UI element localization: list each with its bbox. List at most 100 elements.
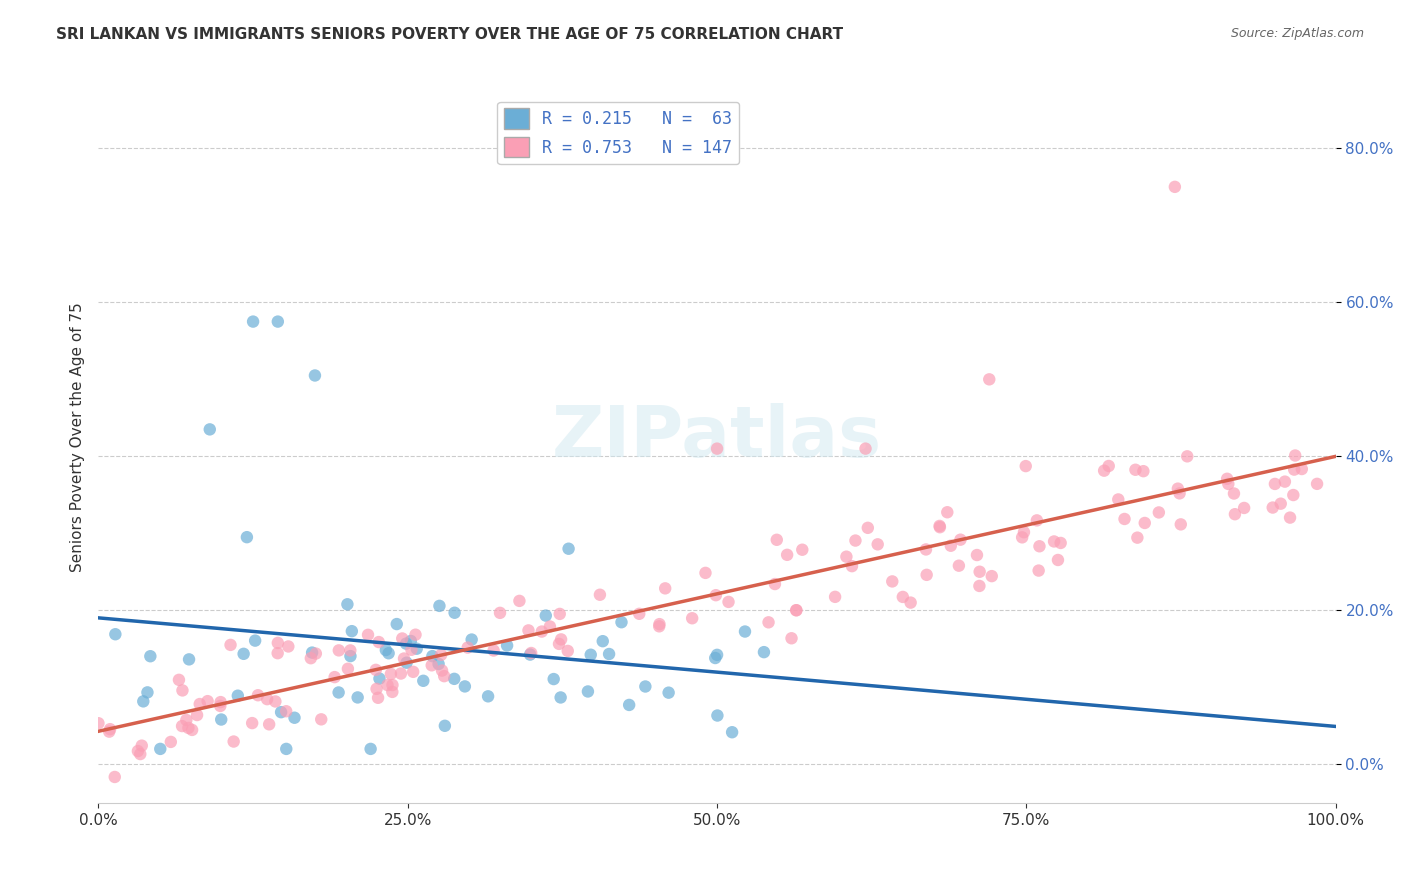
Legend: R = 0.215   N =  63, R = 0.753   N = 147: R = 0.215 N = 63, R = 0.753 N = 147 [498,102,740,164]
Immigrants [170,719,193,733]
Immigrants [928,520,950,534]
Sri Lankans [139,649,162,664]
Sri Lankans [242,315,264,329]
Sri Lankans [534,608,557,623]
Sri Lankans [395,637,418,651]
Immigrants [792,542,814,557]
Immigrants [980,569,1002,583]
Immigrants [1233,500,1256,515]
Immigrants [246,688,269,702]
Immigrants [430,648,453,662]
Immigrants [1264,477,1286,491]
Text: ZIPatlas: ZIPatlas [553,402,882,472]
Sri Lankans [374,643,396,657]
Immigrants [391,632,413,646]
Immigrants [367,635,389,649]
Immigrants [305,647,328,661]
Immigrants [167,673,190,687]
Sri Lankans [283,711,305,725]
Immigrants [482,643,505,657]
Sri Lankans [592,634,614,648]
Immigrants [181,723,204,737]
Immigrants [380,667,402,681]
Immigrants [1291,462,1313,476]
Immigrants [966,548,988,562]
Immigrants [1043,534,1066,549]
Immigrants [1114,512,1136,526]
Immigrants [364,663,387,677]
Immigrants [1028,539,1050,553]
Immigrants [548,607,571,621]
Immigrants [695,566,717,580]
Immigrants [1132,464,1154,478]
Immigrants [1164,179,1187,194]
Immigrants [98,722,121,736]
Sri Lankans [236,530,259,544]
Immigrants [209,695,232,709]
Immigrants [267,636,290,650]
Immigrants [939,539,962,553]
Immigrants [928,519,950,533]
Immigrants [240,716,263,731]
Immigrants [489,606,512,620]
Immigrants [1270,497,1292,511]
Immigrants [159,735,181,749]
Sri Lankans [360,742,382,756]
Immigrants [704,588,727,602]
Immigrants [1028,564,1050,578]
Text: SRI LANKAN VS IMMIGRANTS SENIORS POVERTY OVER THE AGE OF 75 CORRELATION CHART: SRI LANKAN VS IMMIGRANTS SENIORS POVERTY… [56,27,844,42]
Sri Lankans [576,684,599,698]
Sri Lankans [543,672,565,686]
Immigrants [1011,530,1033,544]
Immigrants [1306,476,1329,491]
Immigrants [401,642,423,657]
Immigrants [176,713,198,727]
Immigrants [824,590,846,604]
Sri Lankans [267,315,290,329]
Immigrants [1282,462,1305,476]
Immigrants [969,579,991,593]
Sri Lankans [209,713,232,727]
Immigrants [508,594,530,608]
Immigrants [1147,505,1170,519]
Immigrants [681,611,703,625]
Sri Lankans [477,690,499,704]
Immigrants [785,603,807,617]
Sri Lankans [550,690,572,705]
Sri Lankans [177,652,200,666]
Immigrants [131,739,153,753]
Sri Lankans [198,422,221,436]
Sri Lankans [412,673,434,688]
Sri Lankans [634,680,657,694]
Immigrants [900,596,922,610]
Immigrants [758,615,780,630]
Immigrants [98,724,121,739]
Immigrants [538,619,561,633]
Sri Lankans [752,645,775,659]
Sri Lankans [433,719,456,733]
Immigrants [381,685,404,699]
Immigrants [969,565,991,579]
Sri Lankans [340,624,363,639]
Sri Lankans [706,708,728,723]
Immigrants [780,632,803,646]
Immigrants [392,651,415,665]
Immigrants [366,681,388,696]
Sri Lankans [496,639,519,653]
Sri Lankans [706,648,728,662]
Immigrants [339,643,361,657]
Immigrants [266,646,288,660]
Immigrants [309,712,332,726]
Sri Lankans [336,597,359,611]
Sri Lankans [579,648,602,662]
Immigrants [589,588,612,602]
Immigrants [915,567,938,582]
Immigrants [856,521,879,535]
Immigrants [188,697,211,711]
Immigrants [1170,517,1192,532]
Sri Lankans [377,646,399,660]
Immigrants [1274,475,1296,489]
Immigrants [628,607,651,621]
Immigrants [264,694,287,708]
Immigrants [520,646,543,660]
